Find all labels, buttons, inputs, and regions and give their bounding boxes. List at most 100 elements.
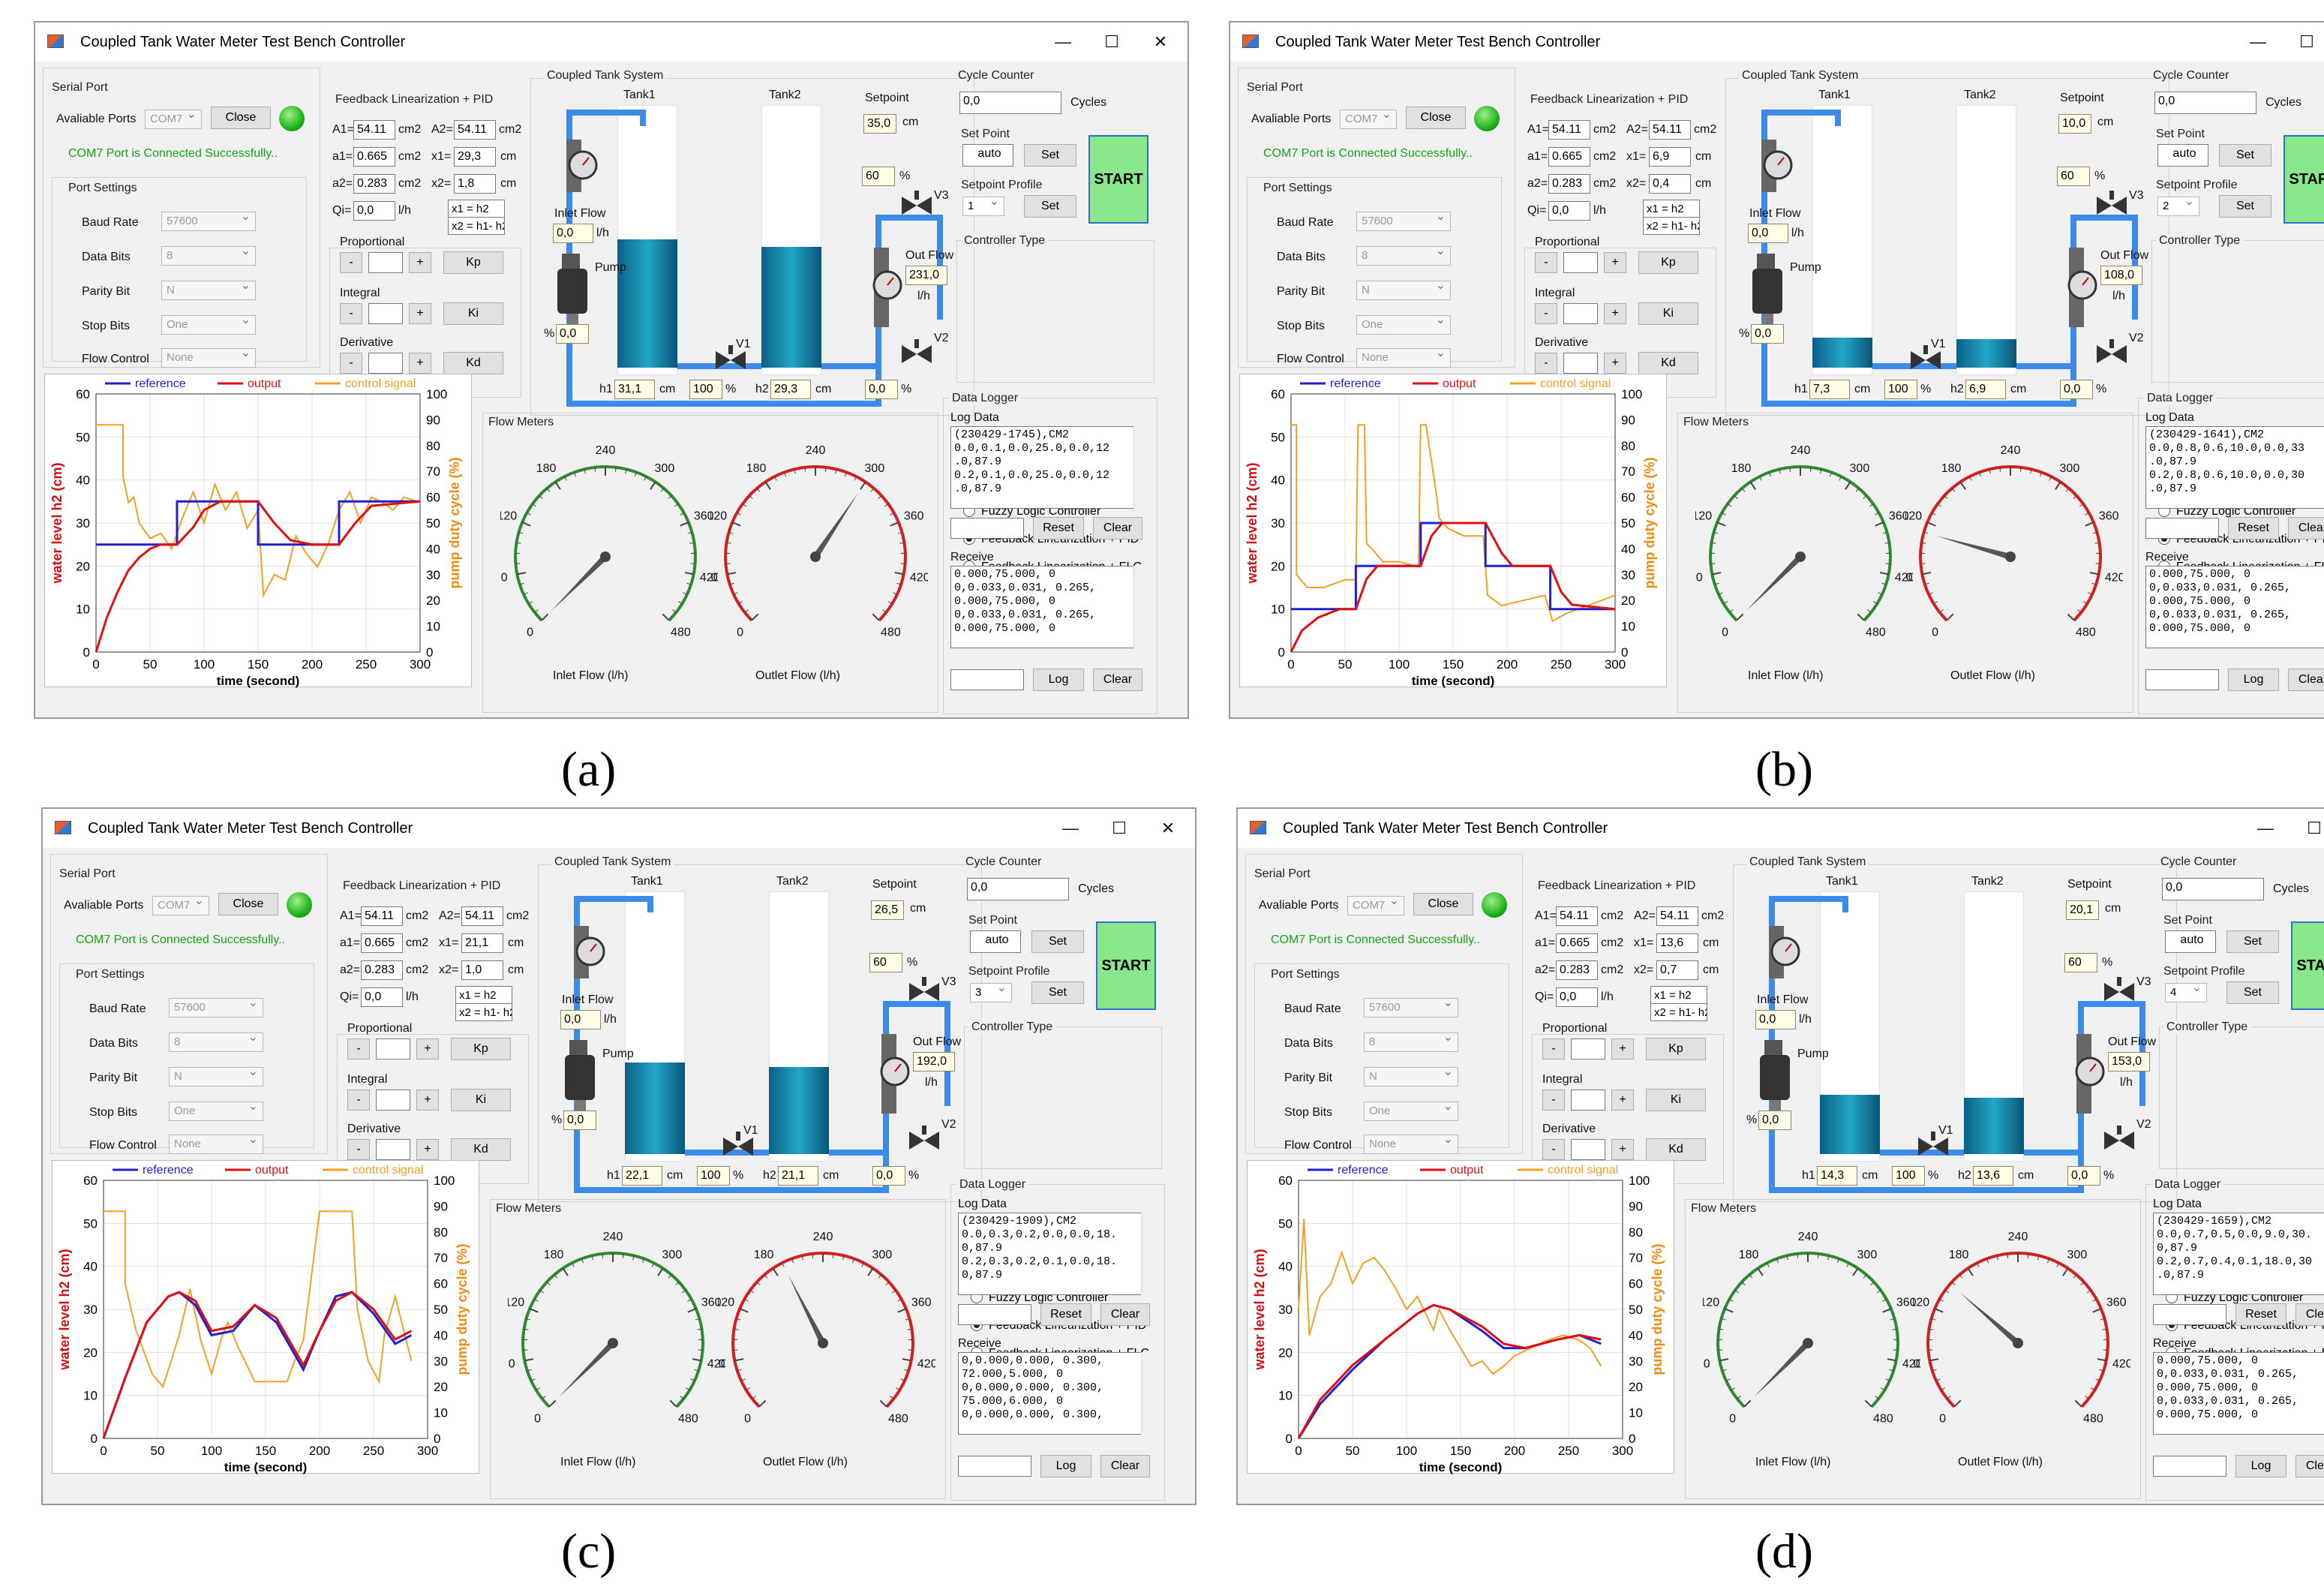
data-bits-select[interactable]: 8	[1364, 1029, 1458, 1052]
kd-increment-button[interactable]: +	[1604, 353, 1626, 374]
kp-increment-button[interactable]: +	[416, 1038, 439, 1059]
A2-input[interactable]: 54.11	[1649, 120, 1691, 140]
ki-increment-button[interactable]: +	[1611, 1090, 1634, 1111]
kp-decrement-button[interactable]: -	[1535, 252, 1557, 273]
set-point-button[interactable]: Set	[2219, 144, 2271, 167]
x1-input[interactable]: 21,1	[461, 933, 503, 953]
flow-control-select[interactable]: None	[1356, 344, 1451, 368]
ki-input[interactable]	[1563, 303, 1598, 324]
clear-log-button[interactable]: Clear	[1093, 517, 1142, 540]
receive-scrollbar[interactable]	[1141, 1352, 1153, 1435]
ki-decrement-button[interactable]: -	[340, 303, 362, 324]
send-input[interactable]	[958, 1456, 1031, 1477]
valve-v3-value[interactable]: 60	[2064, 953, 2097, 972]
log-data-textarea[interactable]: (230429-1641),CM2 0.0,0.8,0.6,10.0,0.0,3…	[2145, 426, 2324, 509]
x2-input[interactable]: 1,0	[461, 960, 503, 980]
port-select[interactable]: COM7	[152, 892, 209, 915]
send-input[interactable]	[2145, 669, 2219, 690]
ki-decrement-button[interactable]: -	[1535, 303, 1557, 324]
ki-increment-button[interactable]: +	[416, 1090, 439, 1111]
maximize-button[interactable]: ☐	[2307, 819, 2322, 837]
port-select[interactable]: COM7	[1347, 892, 1404, 915]
qi-input[interactable]: 0,0	[353, 201, 395, 221]
log-data-textarea[interactable]: (230429-1745),CM2 0.0,0.1,0.0,25.0,0.0,1…	[950, 426, 1145, 509]
start-button[interactable]: START	[1088, 135, 1148, 224]
close-window-button[interactable]: ✕	[1160, 819, 1176, 837]
close-port-button[interactable]: Close	[211, 107, 271, 129]
a2-input[interactable]: 0.283	[361, 960, 403, 980]
close-port-button[interactable]: Close	[1406, 107, 1466, 129]
kd-button[interactable]: Kd	[1638, 352, 1698, 374]
qi-input[interactable]: 0,0	[361, 987, 403, 1007]
qi-input[interactable]: 0,0	[1548, 201, 1590, 221]
kp-increment-button[interactable]: +	[1611, 1038, 1634, 1059]
kp-button[interactable]: Kp	[451, 1038, 511, 1060]
maximize-button[interactable]: ☐	[1112, 819, 1127, 837]
cycle-counter-input[interactable]: 0,0	[967, 878, 1069, 900]
baud-rate-select[interactable]: 57600	[169, 994, 263, 1017]
stop-bits-select[interactable]: One	[1356, 311, 1451, 335]
reset-button[interactable]: Reset	[2235, 1303, 2286, 1326]
valve-v3-value[interactable]: 60	[862, 167, 895, 186]
x1-input[interactable]: 29,3	[454, 147, 496, 167]
maximize-button[interactable]: ☐	[1104, 32, 1119, 51]
log-data-textarea[interactable]: (230429-1909),CM2 0.0,0.3,0.2,0.0,0.0,18…	[958, 1213, 1153, 1295]
data-bits-select[interactable]: 8	[169, 1029, 263, 1052]
valve-v1-value[interactable]: 100	[689, 380, 722, 399]
setpoint-profile-select[interactable]: 4	[2165, 979, 2207, 1002]
setpoint-profile-select[interactable]: 2	[2157, 193, 2199, 216]
log-data-scrollbar[interactable]	[1133, 426, 1145, 509]
log-button[interactable]: Log	[1033, 669, 1084, 691]
A1-input[interactable]: 54.11	[361, 906, 403, 926]
setpoint-profile-set-button[interactable]: Set	[2226, 981, 2279, 1004]
set-point-input[interactable]: auto	[2165, 930, 2216, 953]
A1-input[interactable]: 54.11	[1556, 906, 1598, 926]
a2-input[interactable]: 0.283	[1548, 174, 1590, 194]
kp-button[interactable]: Kp	[1638, 251, 1698, 274]
cycle-counter-input[interactable]: 0,0	[2154, 92, 2256, 114]
close-port-button[interactable]: Close	[218, 893, 278, 915]
ki-increment-button[interactable]: +	[1604, 303, 1626, 324]
stop-bits-select[interactable]: One	[1364, 1098, 1458, 1121]
clear-receive-button[interactable]: Clear	[1100, 1455, 1150, 1477]
kd-decrement-button[interactable]: -	[1535, 353, 1557, 374]
stop-bits-select[interactable]: One	[161, 311, 256, 335]
ki-button[interactable]: Ki	[451, 1089, 511, 1111]
kd-decrement-button[interactable]: -	[1542, 1139, 1565, 1160]
setpoint-profile-set-button[interactable]: Set	[1024, 195, 1076, 218]
log-button[interactable]: Log	[1040, 1455, 1091, 1477]
a1-input[interactable]: 0.665	[353, 147, 395, 167]
clear-receive-button[interactable]: Clear	[1093, 669, 1142, 691]
start-button[interactable]: START	[1096, 921, 1156, 1010]
minimize-button[interactable]: —	[2250, 32, 2266, 51]
reset-button[interactable]: Reset	[1033, 517, 1084, 540]
log-button[interactable]: Log	[2228, 669, 2279, 691]
a1-input[interactable]: 0.665	[1556, 933, 1598, 953]
kd-button[interactable]: Kd	[1646, 1138, 1706, 1161]
A1-input[interactable]: 54.11	[353, 120, 395, 140]
kd-input[interactable]	[1571, 1139, 1605, 1160]
ki-input[interactable]	[1571, 1090, 1605, 1111]
a1-input[interactable]: 0.665	[361, 933, 403, 953]
kd-decrement-button[interactable]: -	[347, 1139, 370, 1160]
kp-decrement-button[interactable]: -	[1542, 1038, 1565, 1059]
close-window-button[interactable]: ✕	[1153, 32, 1168, 51]
close-port-button[interactable]: Close	[1413, 893, 1473, 915]
set-point-button[interactable]: Set	[1024, 144, 1076, 167]
flow-control-select[interactable]: None	[161, 344, 256, 368]
log-filename-input[interactable]	[2145, 518, 2219, 539]
minimize-button[interactable]: —	[1055, 32, 1071, 51]
maximize-button[interactable]: ☐	[2299, 32, 2314, 51]
ki-button[interactable]: Ki	[443, 302, 503, 325]
kp-increment-button[interactable]: +	[409, 252, 431, 273]
kd-increment-button[interactable]: +	[409, 353, 431, 374]
start-button[interactable]: START	[2283, 135, 2324, 224]
receive-textarea[interactable]: 0.000,75.000, 0 0,0.033,0.031, 0.265, 0.…	[950, 566, 1145, 648]
kd-increment-button[interactable]: +	[1611, 1139, 1634, 1160]
kd-button[interactable]: Kd	[451, 1138, 511, 1161]
A1-input[interactable]: 54.11	[1548, 120, 1590, 140]
valve-v2-value[interactable]: 0,0	[872, 1166, 905, 1186]
flow-control-select[interactable]: None	[1364, 1131, 1458, 1154]
receive-scrollbar[interactable]	[1133, 566, 1145, 648]
log-filename-input[interactable]	[2153, 1304, 2226, 1325]
